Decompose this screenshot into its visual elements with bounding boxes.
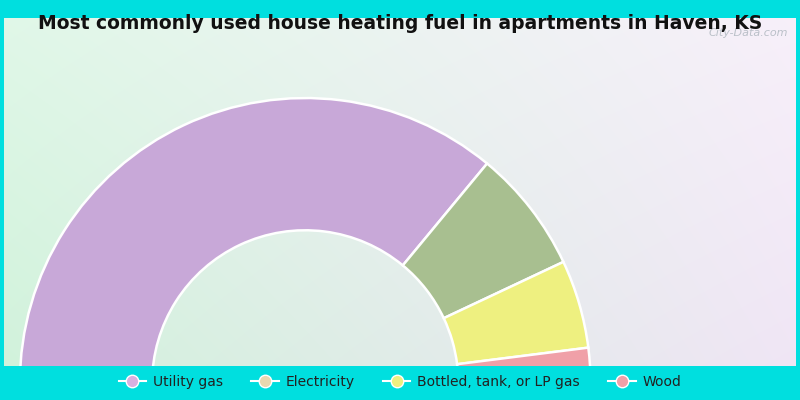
Wedge shape [444,262,588,364]
Text: City-Data.com: City-Data.com [709,28,788,38]
Wedge shape [457,348,590,383]
Wedge shape [403,164,563,318]
Text: Most commonly used house heating fuel in apartments in Haven, KS: Most commonly used house heating fuel in… [38,14,762,33]
Wedge shape [20,98,487,383]
Legend: Utility gas, Electricity, Bottled, tank, or LP gas, Wood: Utility gas, Electricity, Bottled, tank,… [113,369,687,394]
